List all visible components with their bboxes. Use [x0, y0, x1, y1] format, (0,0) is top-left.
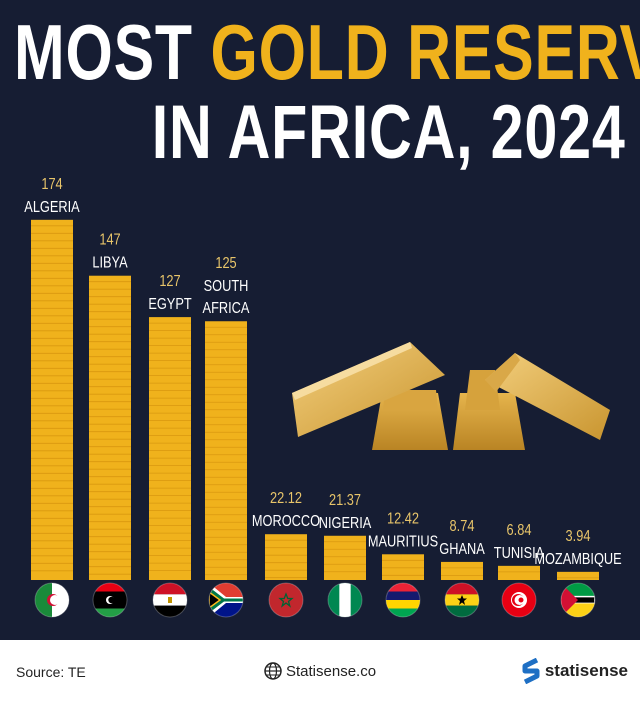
source-text: Source: TE — [16, 664, 86, 680]
title-line-2: IN AFRICA, 2024 — [152, 90, 626, 175]
website-text: Statisense.co — [286, 662, 377, 680]
flag-border — [92, 582, 128, 618]
value-label-tunisia: 6.84 — [507, 522, 532, 540]
south-africa-flag-icon — [209, 583, 243, 617]
bar-mauritius — [382, 554, 424, 580]
category-label-algeria: ALGERIA — [24, 199, 80, 217]
brand-logo: statisense — [521, 658, 628, 684]
morocco-flag-icon — [269, 583, 303, 617]
category-label-south-africa: SOUTH — [204, 278, 249, 296]
flag-border — [208, 582, 244, 618]
category-label-libya: LIBYA — [92, 254, 128, 272]
value-label-mozambique: 3.94 — [566, 528, 591, 546]
statisense-logo-icon — [522, 658, 540, 684]
value-label-egypt: 127 — [159, 273, 180, 291]
bar-libya — [89, 275, 131, 580]
flag-border — [152, 582, 188, 618]
value-label-south-africa: 125 — [215, 255, 236, 273]
tunisia-flag-icon — [502, 583, 536, 617]
title-gold-reserve: GOLD RESERVE — [210, 8, 640, 96]
mauritius-flag-icon — [386, 583, 420, 617]
infographic: MOST GOLD RESERVE IN AFRICA, 2024 ALGERI… — [0, 0, 640, 640]
title-most: MOST — [14, 8, 193, 96]
category-label-south-africa: AFRICA — [203, 300, 250, 318]
bar-nigeria — [324, 535, 366, 580]
bar-south-africa — [205, 321, 247, 580]
brand-name: statisense — [544, 661, 628, 680]
bar-algeria — [31, 219, 73, 580]
category-label-ghana: GHANA — [439, 541, 485, 559]
category-label-tunisia: TUNISIA — [494, 545, 545, 563]
category-label-egypt: EGYPT — [148, 296, 191, 314]
bar-ghana — [441, 561, 483, 580]
bar-mozambique — [557, 571, 599, 580]
title-line-1: MOST GOLD RESERVE — [14, 12, 640, 92]
value-label-algeria: 174 — [41, 176, 62, 194]
category-label-nigeria: NIGERIA — [319, 515, 372, 533]
value-label-ghana: 8.74 — [450, 518, 475, 536]
category-label-morocco: MOROCCO — [252, 513, 320, 531]
flag-border — [560, 582, 596, 618]
value-label-libya: 147 — [99, 231, 120, 249]
mozambique-flag-icon — [561, 583, 595, 617]
libya-flag-icon — [93, 583, 127, 617]
algeria-flag-icon — [35, 583, 69, 617]
flag-border — [385, 582, 421, 618]
flag-border — [268, 582, 304, 618]
nigeria-flag-icon — [328, 583, 362, 617]
value-label-mauritius: 12.42 — [387, 510, 419, 528]
flag-border — [501, 582, 537, 618]
category-label-mozambique: MOZAMBIQUE — [534, 551, 622, 569]
bar-tunisia — [498, 565, 540, 580]
value-label-morocco: 22.12 — [270, 490, 302, 508]
bar-morocco — [265, 534, 307, 580]
flag-border — [34, 582, 70, 618]
globe-icon — [264, 662, 282, 680]
egypt-flag-icon — [153, 583, 187, 617]
value-label-nigeria: 21.37 — [329, 492, 361, 510]
flag-border — [327, 582, 363, 618]
ghana-flag-icon — [445, 583, 479, 617]
category-label-mauritius: MAURITIUS — [368, 533, 438, 551]
gold-bars-illustration — [292, 342, 610, 450]
flag-border — [444, 582, 480, 618]
website-link[interactable]: Statisense.co — [264, 662, 376, 680]
footer: Source: TE Statisense.co statisense — [0, 640, 640, 702]
bar-chart: ALGERIA 174 LIBYA 147 EGYPT 127 SOUTH AFRICA 125… — [24, 176, 622, 618]
